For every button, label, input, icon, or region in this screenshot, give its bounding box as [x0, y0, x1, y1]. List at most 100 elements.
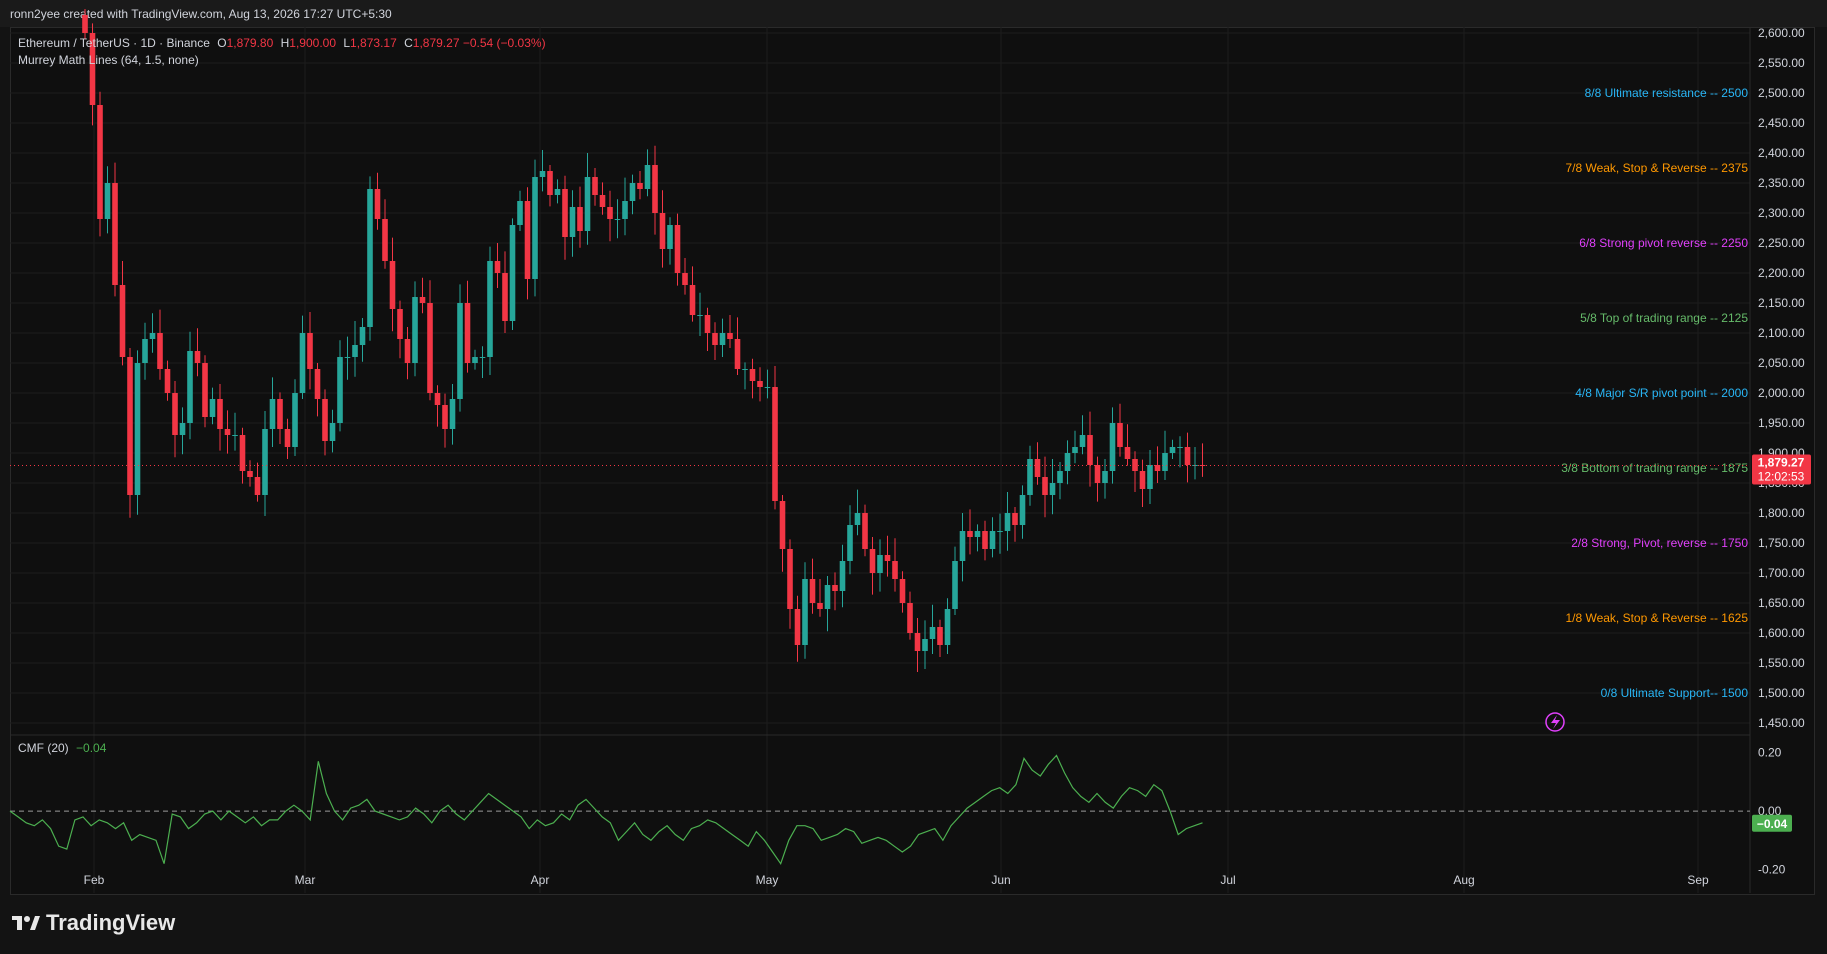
high-value: 1,900.00: [289, 36, 337, 50]
candle-body: [269, 399, 276, 429]
murrey-level-label: 3/8 Bottom of trading range -- 1875: [1561, 461, 1748, 475]
candle-body: [142, 339, 148, 363]
candle-body: [284, 429, 291, 447]
candle-body: [194, 351, 201, 363]
price-tick-label: 2,300.00: [1758, 206, 1805, 220]
candle-body: [764, 387, 771, 388]
price-tick-label: 1,450.00: [1758, 716, 1805, 730]
candle-body: [1109, 423, 1116, 471]
time-tick-label: May: [756, 873, 779, 887]
candle-body: [134, 363, 141, 495]
candle-body: [667, 225, 673, 249]
candle-body: [344, 357, 351, 358]
candle-body: [119, 285, 126, 357]
candle-body: [937, 627, 943, 645]
candle-body: [652, 165, 658, 213]
price-tick-label: 1,700.00: [1758, 566, 1805, 580]
time-tick-label: Apr: [531, 873, 550, 887]
murrey-level-label: 4/8 Major S/R pivot point -- 2000: [1575, 386, 1748, 400]
candle-body: [824, 585, 831, 609]
candle-body: [884, 555, 891, 561]
candle-body: [629, 183, 636, 201]
candle-body: [682, 273, 688, 285]
candle-body: [419, 297, 426, 303]
candle-body: [1034, 459, 1041, 477]
open-label: O: [217, 36, 227, 50]
candle-body: [584, 177, 591, 231]
price-tick-label: 1,650.00: [1758, 596, 1805, 610]
candle-body: [644, 165, 651, 189]
candle-body: [292, 393, 298, 447]
candle-body: [809, 579, 816, 603]
price-tick-label: 1,800.00: [1758, 506, 1805, 520]
candle-body: [952, 561, 958, 609]
time-tick-label: Feb: [84, 873, 105, 887]
candle-body: [907, 603, 913, 633]
candle-body: [817, 603, 823, 609]
candle-body: [307, 333, 313, 369]
candle-body: [532, 177, 538, 279]
time-tick-label: Jul: [1220, 873, 1235, 887]
price-tick-label: 1,550.00: [1758, 656, 1805, 670]
candle-body: [1012, 513, 1018, 525]
symbol-label[interactable]: Ethereum / TetherUS · 1D · Binance: [18, 36, 210, 50]
candle-body: [749, 369, 756, 381]
brand-name[interactable]: TradingView: [46, 910, 176, 935]
cmf-tick-label: 0.20: [1758, 746, 1782, 760]
candle-body: [1154, 465, 1161, 471]
candle-body: [1184, 447, 1191, 465]
candle-body: [337, 357, 343, 423]
price-tick-label: 2,600.00: [1758, 26, 1805, 40]
candle-body: [734, 339, 741, 369]
close-value: 1,879.27: [412, 36, 460, 50]
candle-body: [359, 327, 366, 345]
tradingview-logo-icon: [12, 916, 40, 930]
candle-body: [554, 189, 561, 195]
candle-body: [299, 333, 306, 393]
candle-body: [1177, 447, 1183, 448]
candle-body: [899, 579, 906, 603]
candle-body: [232, 435, 238, 436]
candle-body: [217, 399, 223, 429]
indicator-label[interactable]: Murrey Math Lines (64, 1.5, none): [18, 53, 199, 67]
candle-body: [172, 393, 178, 435]
price-tick-label: 2,400.00: [1758, 146, 1805, 160]
candle-body: [689, 285, 696, 315]
murrey-level-label: 7/8 Weak, Stop & Reverse -- 2375: [1565, 161, 1748, 175]
candle-body: [382, 219, 388, 261]
price-tick-label: 2,050.00: [1758, 356, 1805, 370]
candle-body: [97, 105, 103, 219]
candle-body: [1147, 465, 1153, 489]
candle-body: [659, 213, 666, 249]
candle-body: [442, 405, 448, 429]
candle-body: [82, 15, 88, 33]
candle-body: [1139, 471, 1146, 489]
candle-body: [569, 207, 576, 237]
cmf-legend[interactable]: CMF (20) −0.04: [18, 741, 106, 755]
candle-body: [697, 315, 703, 316]
candle-body: [967, 531, 973, 537]
candle-body: [509, 225, 516, 321]
candle-body: [719, 333, 726, 345]
footer: TradingView: [12, 910, 175, 936]
price-tick-label: 2,500.00: [1758, 86, 1805, 100]
candle-body: [149, 333, 156, 339]
candle-body: [839, 561, 846, 591]
price-badge: [1752, 454, 1811, 485]
open-value: 1,879.80: [226, 36, 274, 50]
chart-legend: Ethereum / TetherUS · 1D · Binance O1,87…: [18, 35, 546, 69]
candle-body: [712, 333, 718, 345]
candle-body: [974, 531, 981, 537]
price-badge-countdown: 12:02:53: [1758, 469, 1805, 483]
candle-body: [397, 309, 403, 339]
lightning-icon: [1545, 712, 1565, 732]
candle-body: [599, 195, 606, 207]
candle-body: [202, 363, 208, 417]
candle-body: [997, 531, 1003, 532]
candle-body: [674, 225, 681, 273]
lightning-icon-ring: [1545, 712, 1565, 732]
grid: [10, 27, 1751, 893]
candle-body: [277, 399, 283, 429]
